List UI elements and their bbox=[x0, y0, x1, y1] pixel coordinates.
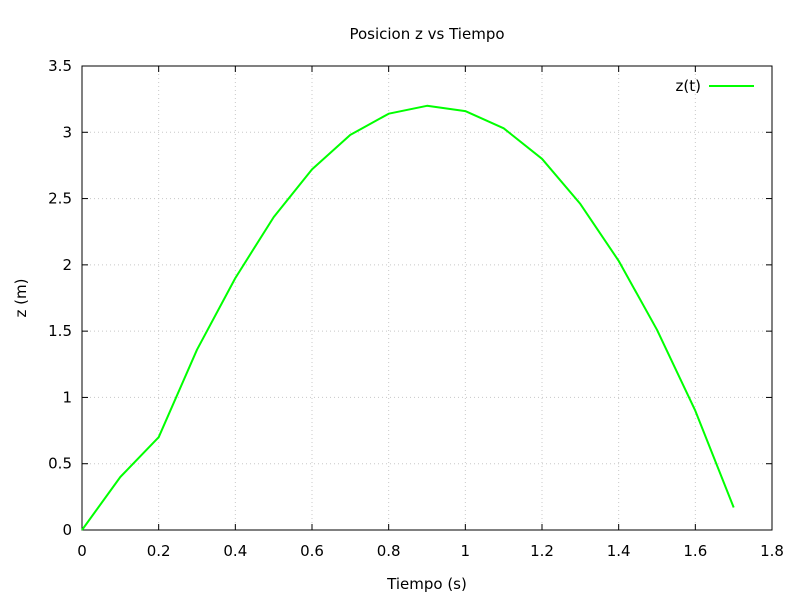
y-tick-label: 0.5 bbox=[48, 455, 72, 473]
y-tick-label: 0 bbox=[62, 521, 72, 539]
axis-ticks: 0 0.2 0.4 0.6 0.8 1 1.2 1.4 1.6 1.8 0 0.5 1 1.5 2 2.5 3 3… bbox=[48, 57, 784, 560]
y-tick-label: 2.5 bbox=[48, 190, 72, 208]
x-tick-label: 1.8 bbox=[760, 542, 784, 560]
x-axis-label: Tiempo (s) bbox=[386, 575, 467, 593]
series-layer bbox=[81, 104, 735, 531]
y-tick-label: 2 bbox=[62, 256, 72, 274]
y-tick-label: 1.5 bbox=[48, 322, 72, 340]
x-tick-label: 1.2 bbox=[530, 542, 554, 560]
y-tick-label: 1 bbox=[62, 388, 72, 406]
x-tick-label: 0 bbox=[77, 542, 87, 560]
y-axis-label: z (m) bbox=[12, 279, 30, 318]
x-tick-label: 1 bbox=[461, 542, 471, 560]
x-tick-label: 0.2 bbox=[147, 542, 171, 560]
legend: z(t) bbox=[676, 77, 754, 95]
x-tick-label: 1.4 bbox=[607, 542, 631, 560]
y-tick-label: 3.5 bbox=[48, 57, 72, 75]
x-tick-label: 0.8 bbox=[377, 542, 401, 560]
x-tick-label: 1.6 bbox=[683, 542, 707, 560]
x-tick-label: 0.4 bbox=[223, 542, 247, 560]
legend-label: z(t) bbox=[676, 77, 701, 95]
x-tick-label: 0.6 bbox=[300, 542, 324, 560]
grid-lines bbox=[82, 66, 772, 530]
series-line-z bbox=[81, 104, 735, 531]
y-tick-label: 3 bbox=[62, 123, 72, 141]
chart-title: Posicion z vs Tiempo bbox=[349, 25, 504, 43]
plot-frame bbox=[81, 65, 773, 531]
